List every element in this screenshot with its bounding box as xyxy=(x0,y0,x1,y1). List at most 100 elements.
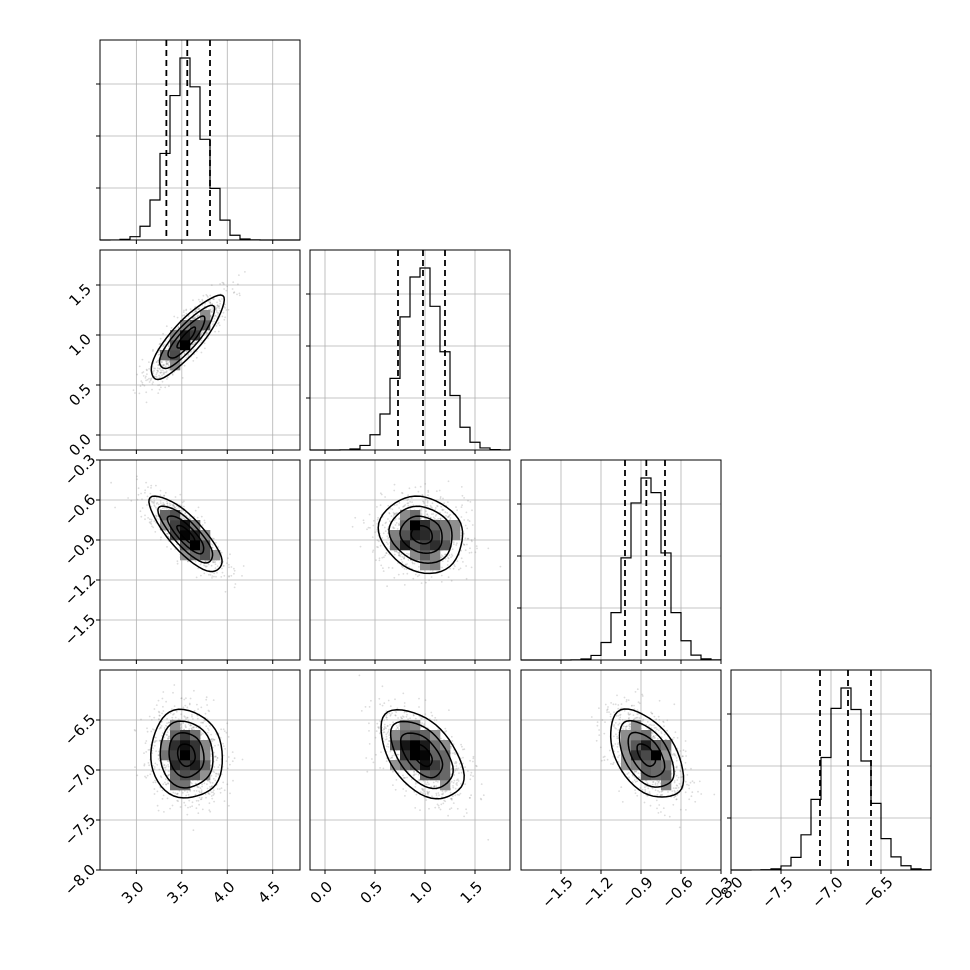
scatter-point xyxy=(406,776,408,779)
scatter-point xyxy=(184,716,187,718)
scatter-point xyxy=(386,535,389,538)
scatter-point xyxy=(149,499,152,502)
scatter-point xyxy=(450,579,453,582)
scatter-point xyxy=(231,760,234,763)
scatter-point xyxy=(160,725,163,727)
scatter-point xyxy=(152,371,154,373)
scatter-point xyxy=(406,499,409,502)
panel-frame xyxy=(99,39,301,241)
scatter-point xyxy=(181,791,184,794)
scatter-point xyxy=(191,805,194,808)
scatter-point xyxy=(420,508,423,510)
scatter-point xyxy=(200,339,203,342)
scatter-point xyxy=(386,718,388,721)
scatter-point xyxy=(213,561,216,564)
scatter-point xyxy=(444,511,447,514)
scatter-point xyxy=(473,537,476,540)
scatter-point xyxy=(213,537,215,540)
scatter-point xyxy=(153,744,156,747)
scatter-point xyxy=(210,284,213,286)
density-cell xyxy=(410,510,421,521)
scatter-point xyxy=(211,577,213,579)
scatter-point xyxy=(200,731,202,734)
scatter-point xyxy=(192,360,195,362)
scatter-point xyxy=(168,385,170,388)
scatter-point xyxy=(145,368,148,371)
scatter-point xyxy=(211,544,214,546)
scatter-point xyxy=(163,727,166,729)
contour-line xyxy=(158,304,216,370)
scatter-point xyxy=(476,547,478,550)
scatter-point xyxy=(201,783,204,786)
scatter-point xyxy=(199,787,202,789)
scatter-point xyxy=(430,513,433,515)
scatter-point xyxy=(162,344,165,346)
scatter-point xyxy=(185,726,187,729)
scatter-point xyxy=(424,483,427,485)
scatter-point xyxy=(377,516,379,519)
scatter-point xyxy=(187,719,190,722)
scatter-point xyxy=(423,502,425,505)
scatter-point xyxy=(154,514,157,517)
scatter-point xyxy=(387,566,390,569)
scatter-point xyxy=(223,730,226,732)
scatter-point xyxy=(467,537,470,540)
scatter-point xyxy=(409,508,412,510)
scatter-point xyxy=(226,767,229,770)
scatter-point xyxy=(157,503,160,506)
scatter-point xyxy=(214,567,217,569)
scatter-point xyxy=(229,553,231,556)
scatter-point xyxy=(462,561,464,563)
scatter-point xyxy=(210,785,213,788)
scatter-point xyxy=(166,363,169,365)
scatter-point xyxy=(139,510,142,513)
scatter-point xyxy=(150,730,153,733)
scatter-point xyxy=(384,530,387,533)
scatter-point xyxy=(165,362,168,365)
scatter-point xyxy=(213,771,216,773)
scatter-point xyxy=(192,299,194,302)
scatter-point xyxy=(163,364,166,367)
scatter-point xyxy=(215,775,217,778)
scatter-point xyxy=(211,303,214,305)
scatter-point xyxy=(221,315,224,318)
scatter-point xyxy=(162,345,165,348)
scatter-point xyxy=(171,716,174,719)
scatter-point xyxy=(172,791,175,794)
scatter-point xyxy=(197,799,200,802)
scatter-point xyxy=(192,726,195,729)
scatter-point xyxy=(217,330,220,333)
scatter-point xyxy=(368,513,371,516)
scatter-point xyxy=(200,332,203,334)
scatter-point xyxy=(233,586,236,589)
scatter-point xyxy=(427,494,429,497)
scatter-point xyxy=(195,576,198,579)
scatter-point xyxy=(448,514,451,517)
scatter-point xyxy=(167,363,170,366)
scatter-point xyxy=(219,791,222,794)
scatter-point xyxy=(212,323,214,326)
scatter-point xyxy=(376,546,378,548)
scatter-point xyxy=(236,293,238,296)
scatter-point xyxy=(414,486,417,489)
scatter-point xyxy=(211,797,214,800)
scatter-point xyxy=(210,311,213,314)
scatter-point xyxy=(152,381,155,383)
scatter-point xyxy=(459,792,462,795)
scatter-point xyxy=(212,777,215,780)
scatter-point xyxy=(193,342,196,345)
scatter-point xyxy=(197,786,200,789)
scatter-point xyxy=(198,796,201,799)
scatter-point xyxy=(425,510,427,513)
scatter-point xyxy=(216,304,219,307)
scatter-point xyxy=(420,512,423,515)
scatter-point xyxy=(136,475,138,478)
scatter-point xyxy=(194,316,197,319)
scatter-point xyxy=(176,560,179,563)
scatter-point xyxy=(210,791,213,794)
scatter-point xyxy=(152,348,154,351)
scatter-point xyxy=(150,719,153,721)
scatter-point xyxy=(217,744,220,746)
scatter-point xyxy=(425,581,427,584)
scatter-point xyxy=(156,501,159,504)
